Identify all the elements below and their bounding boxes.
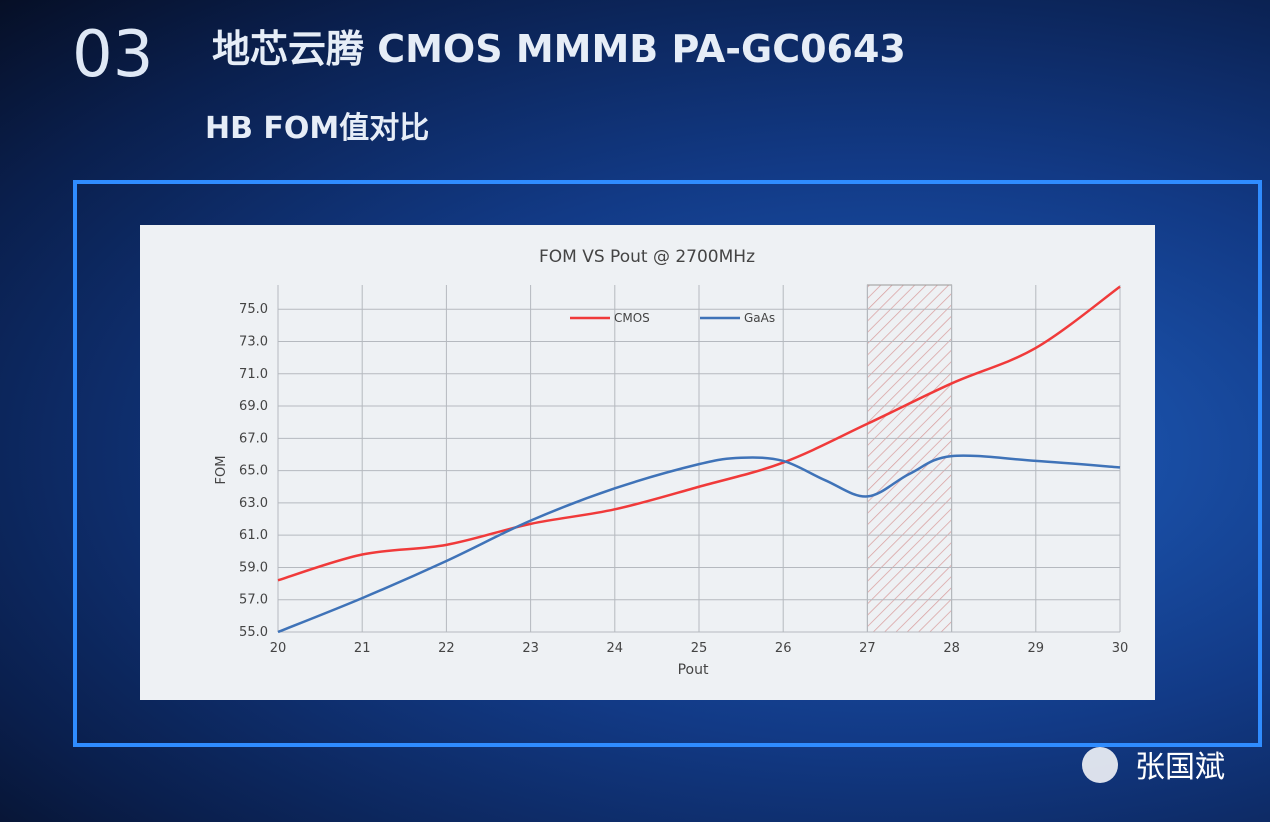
x-tick-label: 30 (1112, 641, 1129, 656)
x-tick-label: 26 (775, 641, 792, 656)
x-tick-label: 21 (354, 641, 371, 656)
x-axis-label: Pout (678, 662, 709, 678)
series-line (277, 454, 1121, 634)
slide-title: 地芯云腾 CMOS MMMB PA-GC0643 (212, 27, 906, 71)
x-tick-label: 25 (691, 641, 708, 656)
x-tick-label: 27 (859, 641, 876, 656)
x-tick-label: 22 (438, 641, 455, 656)
x-tick-label: 28 (943, 641, 960, 656)
y-tick-label: 71.0 (239, 367, 268, 382)
y-tick-label: 69.0 (239, 399, 268, 414)
x-tick-label: 20 (270, 641, 287, 656)
watermark: 张国斌 (1135, 750, 1225, 785)
legend-label: CMOS (614, 311, 650, 325)
section-number: 03 (72, 18, 153, 92)
chart-title: FOM VS Pout @ 2700MHz (539, 247, 755, 267)
y-axis-label: FOM (214, 456, 229, 485)
y-tick-label: 65.0 (239, 464, 268, 479)
y-tick-label: 59.0 (239, 560, 268, 575)
x-tick-label: 29 (1028, 641, 1045, 656)
series-line (277, 285, 1121, 582)
x-tick-label: 23 (522, 641, 539, 656)
frame (73, 180, 1262, 747)
x-tick-label: 24 (607, 641, 624, 656)
y-tick-label: 55.0 (239, 625, 268, 640)
slide-subtitle: HB FOM值对比 (205, 111, 429, 146)
legend-label: GaAs (744, 311, 775, 325)
y-tick-label: 57.0 (239, 593, 268, 608)
y-tick-label: 61.0 (239, 528, 268, 543)
plot: 55.0 57.0 59.0 61.0 63.0 65.0 67.0 69.0 71.0 73.0… (239, 284, 1129, 656)
chart-panel (140, 225, 1155, 700)
y-tick-label: 67.0 (239, 431, 268, 446)
y-tick-label: 63.0 (239, 496, 268, 511)
y-tick-label: 75.0 (239, 302, 268, 317)
y-tick-label: 73.0 (239, 334, 268, 349)
wechat-icon (1082, 747, 1118, 783)
